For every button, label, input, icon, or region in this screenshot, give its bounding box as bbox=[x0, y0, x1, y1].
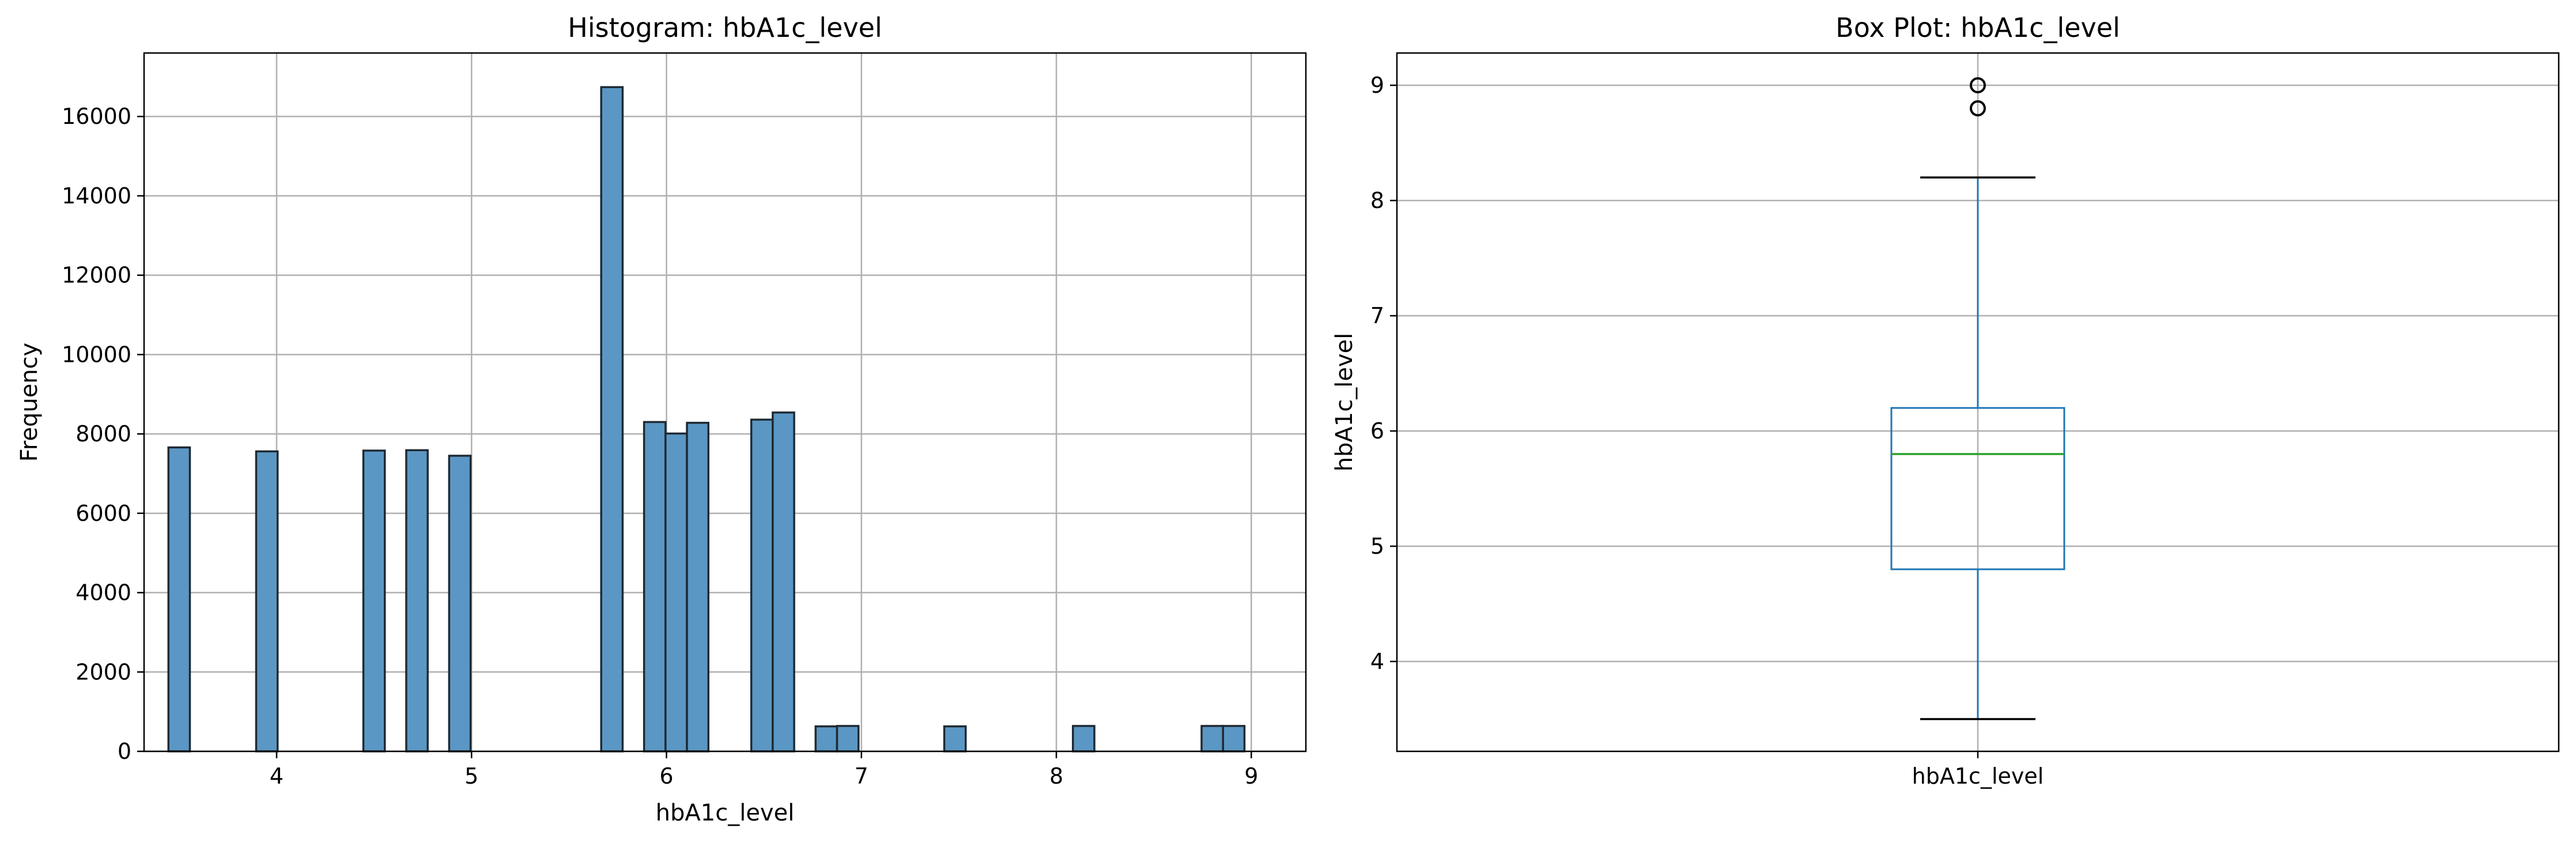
histogram-bar bbox=[643, 421, 667, 753]
boxplot-y-tick-label: 8 bbox=[1370, 188, 1384, 213]
boxplot-category-label: hbA1c_level bbox=[1912, 763, 2044, 789]
histogram-y-axis-label: Frequency bbox=[16, 343, 43, 462]
histogram-bar bbox=[167, 446, 191, 753]
boxplot-y-tick-label: 6 bbox=[1370, 418, 1384, 444]
histogram-bar bbox=[686, 422, 709, 753]
boxplot-y-tick-label: 5 bbox=[1370, 534, 1384, 559]
histogram-bar bbox=[836, 725, 860, 753]
histogram-bar bbox=[600, 86, 624, 753]
boxplot-panel: Box Plot: hbA1c_level 4 5 6 7 8 9 hbA1c_level… bbox=[1331, 12, 2560, 789]
histogram-x-tick-label: 8 bbox=[1049, 763, 1063, 789]
histogram-bar bbox=[1072, 725, 1096, 753]
boxplot-title: Box Plot: hbA1c_level bbox=[1835, 12, 2120, 43]
histogram-bar bbox=[362, 449, 386, 753]
histogram-title: Histogram: hbA1c_level bbox=[568, 12, 882, 43]
boxplot-y-tick-label: 9 bbox=[1370, 73, 1384, 98]
histogram-gridlines bbox=[144, 53, 1306, 753]
boxplot-y-ticks: 4 5 6 7 8 9 bbox=[1370, 73, 1397, 674]
histogram-x-ticks: 4 5 6 7 8 9 bbox=[270, 751, 1258, 789]
histogram-bar bbox=[943, 725, 967, 753]
histogram-y-tick-label: 14000 bbox=[62, 183, 131, 209]
boxplot-y-tick-label: 4 bbox=[1370, 649, 1384, 674]
histogram-plot-frame bbox=[143, 52, 1307, 753]
histogram-bar bbox=[405, 449, 429, 753]
histogram-x-tick-label: 6 bbox=[659, 763, 673, 789]
histogram-bar bbox=[255, 450, 279, 753]
histogram-bar bbox=[1200, 725, 1224, 753]
histogram-bar bbox=[1222, 725, 1246, 753]
histogram-y-tick-label: 0 bbox=[118, 739, 131, 764]
histogram-y-tick-label: 10000 bbox=[62, 342, 131, 367]
histogram-y-tick-label: 2000 bbox=[75, 659, 131, 685]
histogram-bars bbox=[167, 86, 1246, 753]
boxplot-y-tick-label: 7 bbox=[1370, 303, 1384, 328]
histogram-y-tick-label: 12000 bbox=[62, 263, 131, 288]
histogram-bar bbox=[772, 411, 795, 753]
histogram-x-axis-label: hbA1c_level bbox=[656, 800, 795, 826]
histogram-x-tick-label: 4 bbox=[270, 763, 284, 789]
boxplot-outlier bbox=[1970, 100, 1986, 116]
histogram-bar bbox=[814, 725, 838, 753]
histogram-bar bbox=[448, 455, 472, 753]
histogram-y-ticks: 0 2000 4000 6000 8000 10000 12000 14000 16000 bbox=[62, 104, 144, 764]
boxplot-y-axis-label: hbA1c_level bbox=[1331, 333, 1358, 472]
boxplot-outlier bbox=[1970, 77, 1986, 93]
histogram-y-tick-label: 6000 bbox=[75, 501, 131, 526]
boxplot-box bbox=[1890, 407, 2065, 570]
boxplot-x-ticks: hbA1c_level bbox=[1912, 751, 2044, 789]
histogram-bar bbox=[750, 418, 774, 753]
histogram-panel: Histogram: hbA1c_level 4 5 6 7 8 9 0 2000 4000 6… bbox=[16, 12, 1307, 826]
histogram-bar bbox=[664, 432, 688, 753]
histogram-y-tick-label: 16000 bbox=[62, 104, 131, 129]
boxplot-marks bbox=[1890, 77, 2065, 720]
histogram-x-tick-label: 7 bbox=[855, 763, 868, 789]
histogram-y-tick-label: 8000 bbox=[75, 421, 131, 447]
histogram-x-tick-label: 5 bbox=[464, 763, 478, 789]
histogram-y-tick-label: 4000 bbox=[75, 580, 131, 606]
histogram-x-tick-label: 9 bbox=[1244, 763, 1258, 789]
